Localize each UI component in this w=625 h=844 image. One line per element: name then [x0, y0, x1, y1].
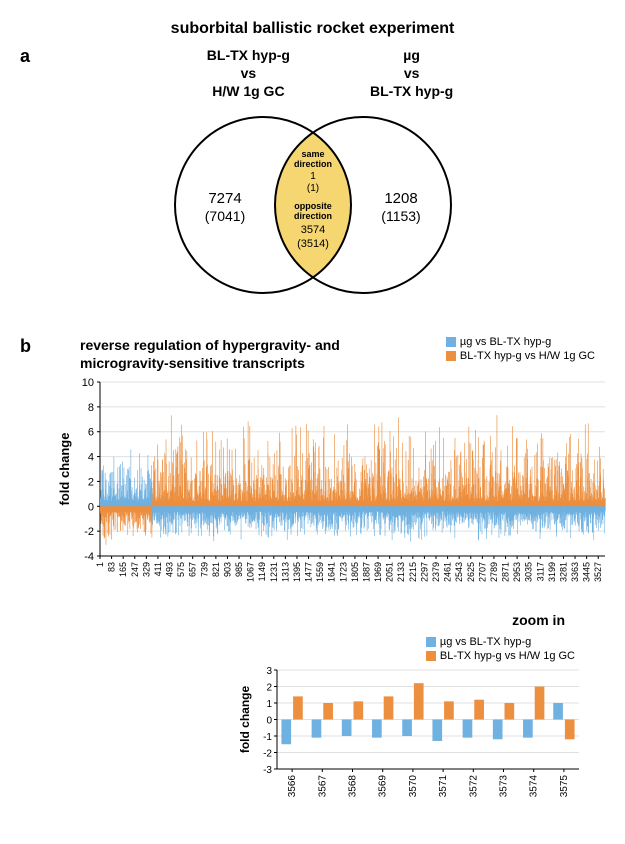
panel-b-label: b	[20, 336, 31, 357]
panel-b: b reverse regulation of hypergravity- an…	[20, 336, 605, 606]
zoom-title: zoom in	[20, 612, 565, 628]
venn-same-l1: same	[301, 149, 324, 159]
venn-opp-n2: (3514)	[297, 238, 329, 250]
venn-right-sub: (1153)	[381, 208, 420, 224]
venn-left-header-l2: vs	[207, 64, 290, 82]
venn-right-count: 1208	[384, 190, 417, 207]
venn-opp-l2: direction	[293, 211, 331, 221]
legend-label-1: µg vs BL-TX hyp-g	[460, 336, 551, 348]
legend-swatch-2	[446, 351, 456, 361]
venn-diagram: 7274 (7041) 1208 (1153) same direction 1…	[103, 105, 523, 305]
zoom-legend-row-2: BL-TX hyp-g vs H/W 1g GC	[426, 650, 575, 662]
svg-text:4: 4	[88, 452, 94, 464]
venn-right-header-l3: BL-TX hyp-g	[370, 82, 453, 100]
venn-left-count: 7274	[208, 190, 241, 207]
panel-a-label: a	[20, 46, 30, 67]
main-legend: µg vs BL-TX hyp-g BL-TX hyp-g vs H/W 1g …	[446, 336, 595, 364]
legend-label-2: BL-TX hyp-g vs H/W 1g GC	[460, 350, 595, 362]
venn-same-l2: direction	[293, 159, 331, 169]
legend-swatch-1	[446, 337, 456, 347]
zoom-legend-row-1: µg vs BL-TX hyp-g	[426, 636, 575, 648]
zoom-legend-swatch-2	[426, 651, 436, 661]
venn-opp-l1: opposite	[294, 201, 332, 211]
legend-row-1: µg vs BL-TX hyp-g	[446, 336, 595, 348]
main-chart: -4-20246810fold change183165247329411493…	[55, 376, 610, 606]
venn-headers: BL-TX hyp-g vs H/W 1g GC µg vs BL-TX hyp…	[55, 46, 605, 101]
svg-text:fold change: fold change	[57, 433, 72, 506]
legend-row-2: BL-TX hyp-g vs H/W 1g GC	[446, 350, 595, 362]
zoom-legend-label-1: µg vs BL-TX hyp-g	[440, 636, 531, 648]
svg-text:2: 2	[88, 477, 94, 489]
svg-text:0: 0	[88, 502, 94, 514]
svg-text:6: 6	[88, 427, 94, 439]
venn-opp-n1: 3574	[300, 224, 324, 236]
zoom-legend-label-2: BL-TX hyp-g vs H/W 1g GC	[440, 650, 575, 662]
svg-text:8: 8	[88, 402, 94, 414]
venn-right-header: µg vs BL-TX hyp-g	[370, 46, 453, 101]
venn-left-header-l1: BL-TX hyp-g	[207, 46, 290, 64]
zoom-panel: µg vs BL-TX hyp-g BL-TX hyp-g vs H/W 1g …	[20, 632, 585, 807]
svg-text:10: 10	[82, 377, 94, 389]
panel-a: a BL-TX hyp-g vs H/W 1g GC µg vs BL-TX h…	[20, 46, 605, 326]
venn-same-n1: 1	[310, 171, 316, 182]
venn-same-n2: (1)	[306, 183, 318, 194]
zoom-legend-swatch-1	[426, 637, 436, 647]
svg-text:-4: -4	[84, 551, 94, 563]
svg-text:-2: -2	[84, 527, 94, 539]
venn-right-header-l1: µg	[370, 46, 453, 64]
page-title: suborbital ballistic rocket experiment	[20, 20, 605, 38]
venn-left-sub: (7041)	[204, 208, 244, 224]
zoom-legend: µg vs BL-TX hyp-g BL-TX hyp-g vs H/W 1g …	[426, 636, 575, 664]
venn-left-header-l3: H/W 1g GC	[207, 82, 290, 100]
venn-right-header-l2: vs	[370, 64, 453, 82]
venn-left-header: BL-TX hyp-g vs H/W 1g GC	[207, 46, 290, 101]
